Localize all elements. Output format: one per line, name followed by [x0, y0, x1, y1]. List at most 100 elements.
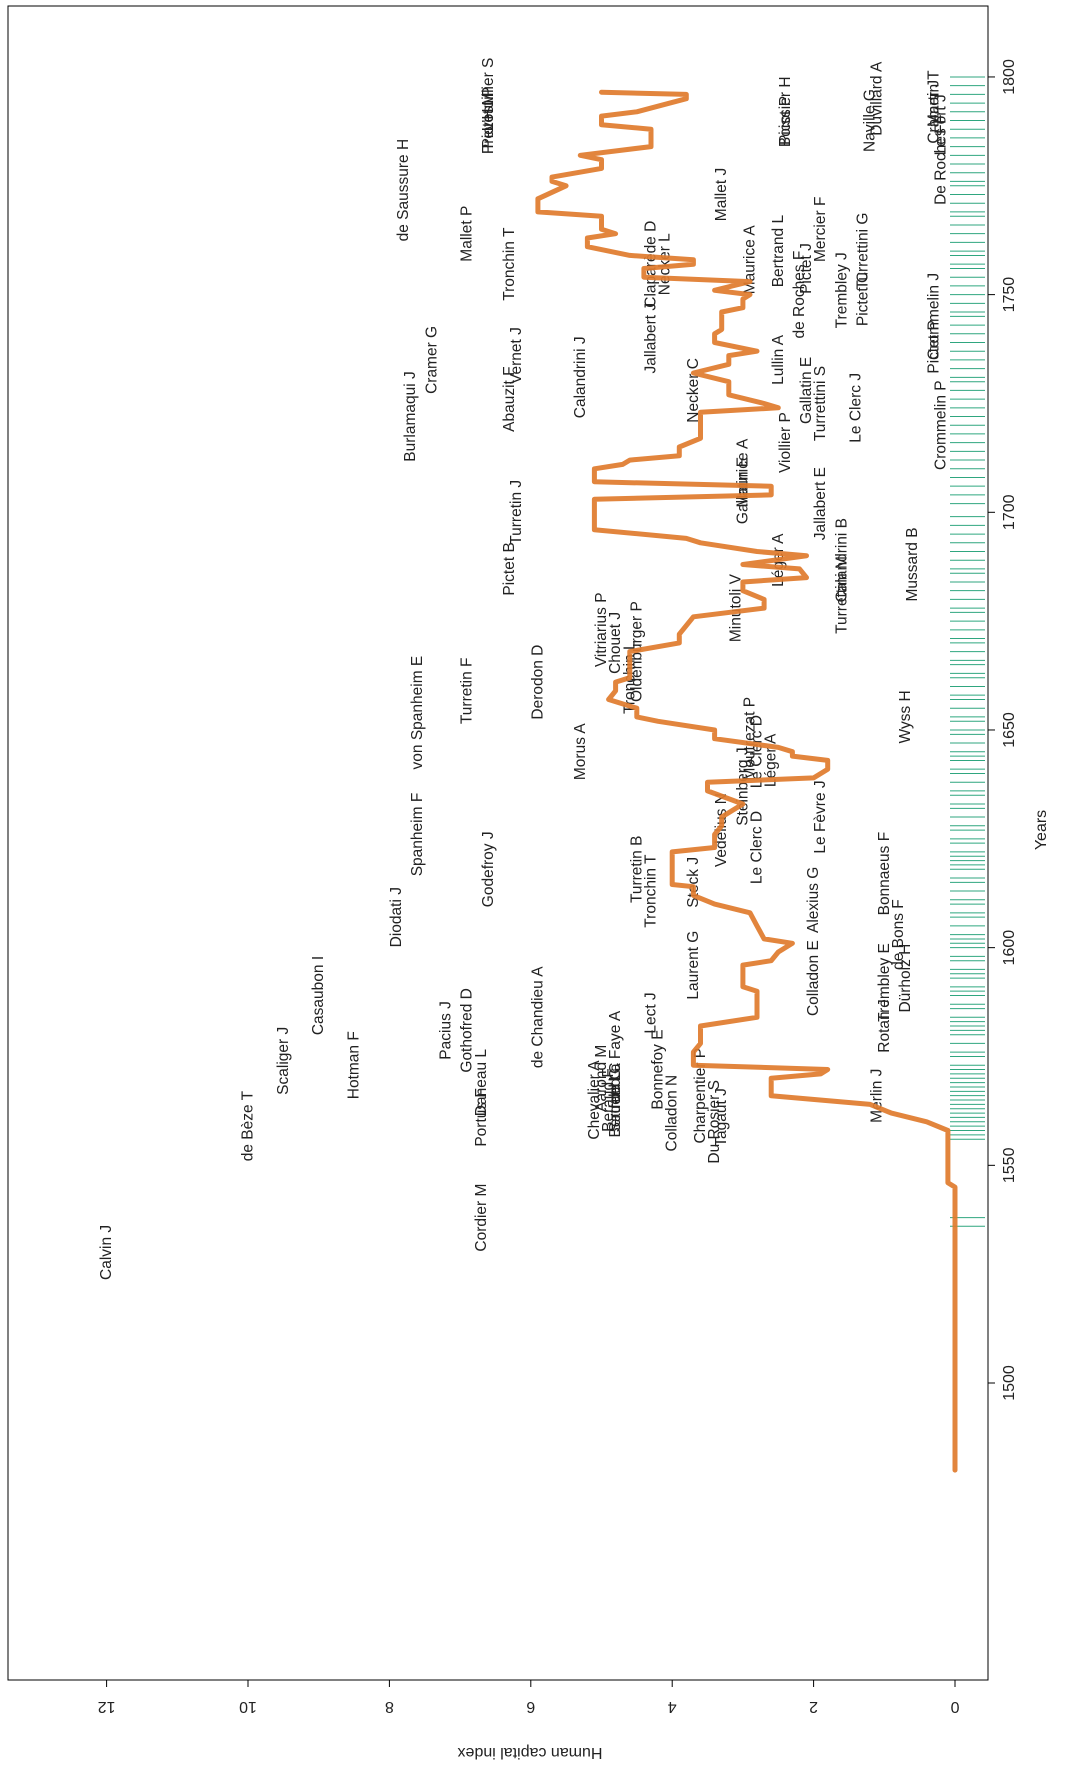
annotation-label: Maurice A [734, 438, 751, 508]
annotation-label: Aarond M [593, 1045, 610, 1112]
annotation-label: Cramer J [925, 80, 942, 144]
annotation-label: Daneau L [473, 1049, 490, 1117]
annotation-label: Crommelin P [932, 380, 949, 470]
annotation-label: Bertrand L [770, 215, 787, 288]
x-tick-label: 1650 [1001, 712, 1018, 748]
annotation-label: Calandrini B [833, 518, 850, 602]
annotation-label: Trembley J [833, 252, 850, 328]
annotation-label: Dürholz H [897, 944, 914, 1013]
annotation-label: von Spanheim E [409, 656, 426, 770]
annotation-label: Chevalier A [586, 1060, 603, 1140]
annotation-label: Wyss H [897, 690, 914, 743]
y-tick-label: 2 [809, 1698, 818, 1715]
y-tick-label: 12 [98, 1698, 116, 1715]
annotation-label: Portus F [473, 1088, 490, 1147]
annotation-label: de Bons F [890, 899, 907, 970]
annotation-label: Mallet J [713, 168, 730, 221]
annotation-label: Turretin F [459, 657, 476, 724]
annotation-label: Turrettini S [812, 366, 829, 441]
annotation-label: Turrettini M [833, 556, 850, 634]
annotation-label: Calvin J [98, 1225, 115, 1280]
annotation-label: Le Clerc D [749, 715, 766, 788]
annotation-label: Vitriarius P [593, 592, 610, 667]
annotation-label: Mallet P [459, 206, 476, 262]
annotation-label: Maurice A [742, 225, 759, 295]
annotation-label: Abauzit F [501, 366, 518, 431]
annotation-label: Hotman F [346, 1031, 363, 1099]
annotation-label: Pictet P [925, 320, 942, 373]
annotation-label: de La Faye A [607, 1010, 624, 1102]
annotation-label: de Chandieu A [529, 966, 546, 1068]
annotation-label: Bertrand C [607, 1063, 624, 1138]
annotation-label: Mercier F [812, 197, 829, 262]
annotation-label: Lullin A [770, 334, 787, 385]
y-tick-label: 6 [526, 1698, 535, 1715]
annotation-label: Bonnaeus F [876, 832, 893, 916]
annotation-label: Beraud F [600, 1068, 617, 1132]
annotation-label: Tronchin T [643, 854, 660, 928]
annotation-label: Le Fèvre J [812, 780, 829, 853]
annotation-label: Laurent G [685, 931, 702, 1000]
x-tick-label: 1800 [1001, 59, 1018, 95]
annotation-label: Claparède D [643, 221, 660, 308]
annotation-label: Boissier H [777, 76, 794, 147]
annotation-label: Scaliger J [275, 1027, 292, 1095]
x-tick-label: 1550 [1001, 1147, 1018, 1183]
annotation-label: Moutrezat P [742, 697, 759, 781]
y-tick-label: 4 [668, 1698, 677, 1715]
annotation-label: Derodon D [529, 645, 546, 720]
annotation-label: Alexius G [805, 867, 822, 933]
annotation-label: de Roches F [791, 251, 808, 339]
x-axis-label: Years [1033, 810, 1050, 850]
annotation-label: Morus A [572, 723, 589, 781]
annotation-label: Le Fort J [932, 94, 949, 155]
annotation-label: Gallatin E [798, 357, 815, 424]
y-tick-label: 0 [950, 1698, 959, 1715]
annotation-label: Vernet J [508, 327, 525, 384]
annotation-label: Pictet M [480, 93, 497, 149]
annotation-label: Pacius J [438, 1001, 455, 1060]
annotation-label: Pictet B [501, 542, 518, 595]
annotation-label: Prevost P [480, 87, 497, 154]
annotation-label: Naville G [862, 89, 879, 152]
annotation-label: L'Huillier S [480, 58, 497, 132]
series-line [535, 89, 958, 1473]
annotation-label: de Saussure H [395, 139, 412, 242]
rug-layer [950, 76, 985, 1227]
annotation-label: Viollier P [777, 412, 794, 473]
annotation-label: Tagaut J [713, 1088, 730, 1147]
annotation-label: Duvillard A [869, 61, 886, 136]
x-tick-label: 1750 [1001, 277, 1018, 313]
annotation-label: Du Rosier S [706, 1080, 723, 1164]
annotation-label: Gothofred D [459, 988, 476, 1072]
annotation-label: Minutoli V [727, 573, 744, 642]
annotation-label: Le Clerc D [749, 811, 766, 884]
annotation-label: Merlin J [869, 1069, 886, 1123]
x-tick-label: 1700 [1001, 494, 1018, 530]
annotation-label: Turretin B [628, 836, 645, 903]
annotation-label: Gallatin E [734, 457, 751, 524]
annotation-label: Chouet J [607, 612, 624, 674]
annotation-label: Pictet J [798, 243, 815, 294]
annotation-label: Spanheim F [409, 793, 426, 877]
axis-layer: 1500 1550 1600 1650 1700 1750 1800 0 2 4 6 8 10 12 [7, 5, 1018, 1715]
annotation-label: Diodati J [388, 887, 405, 947]
annotation-label: Le Clerc J [848, 373, 865, 443]
annotation-label: Bonnefoy E [650, 1029, 667, 1109]
annotation-label: Charpentier P [692, 1048, 709, 1144]
annotation-label: Picot P [777, 96, 794, 145]
annotation-label: Burlamaqui J [402, 371, 419, 461]
annotation-label: Colladon N [664, 1075, 681, 1152]
annotation-label: Cramer G [423, 326, 440, 394]
series-layer [535, 89, 958, 1473]
annotation-label: Jallabert J [643, 303, 660, 374]
annotation-label: Calandrini J [572, 336, 589, 418]
annotation-label: Martin T [925, 70, 942, 127]
annotation-label: Lect J [643, 992, 660, 1033]
annotation-label: Tronchin T [501, 227, 518, 301]
annotation-label: Pictet C [855, 272, 872, 326]
annotation-label: Turretin J [508, 480, 525, 545]
annotation-label: Casaubon I [310, 956, 327, 1035]
annotation-label: Mussard B [904, 527, 921, 601]
